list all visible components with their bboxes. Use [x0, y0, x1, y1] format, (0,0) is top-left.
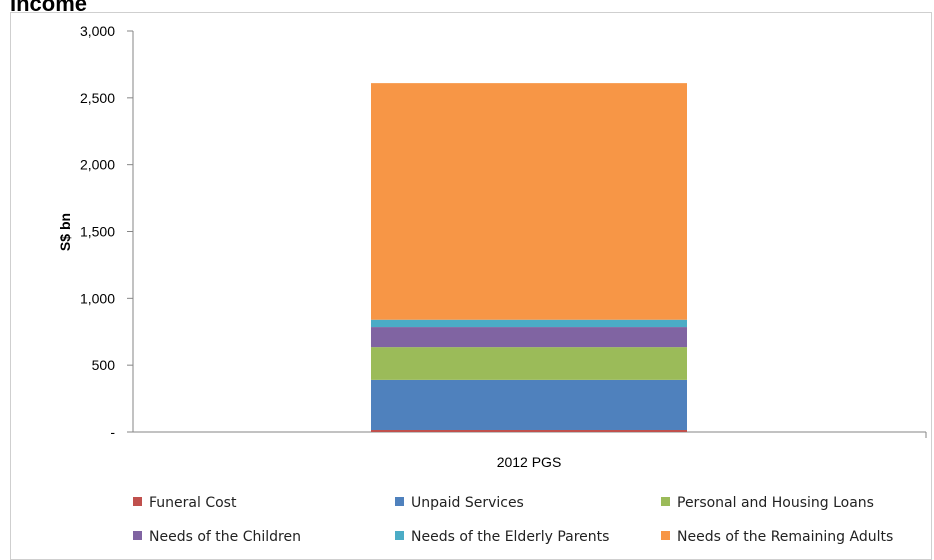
legend-label: Personal and Housing Loans [677, 495, 874, 511]
legend-swatch [395, 497, 404, 506]
y-tick-label: 500 [92, 357, 116, 373]
bar-segment [371, 319, 687, 328]
legend-label: Unpaid Services [411, 495, 524, 511]
y-axis-title: S$ bn [57, 213, 73, 251]
legend-swatch [133, 531, 142, 540]
y-tick-label: 2,000 [80, 157, 115, 173]
y-tick-label: - [110, 424, 115, 440]
bar-segment [371, 327, 687, 348]
x-tick-label: 2012 PGS [497, 454, 562, 470]
bar-segment [371, 347, 687, 380]
y-tick-label: 3,000 [80, 23, 115, 39]
legend-swatch [395, 531, 404, 540]
legend-label: Needs of the Remaining Adults [677, 529, 893, 545]
bar-segment [371, 379, 687, 430]
y-tick-label: 1,000 [80, 290, 115, 306]
legend-swatch [661, 497, 670, 506]
bar-stack [371, 83, 687, 432]
legend-label: Needs of the Children [149, 529, 301, 545]
y-tick-label: 2,500 [80, 90, 115, 106]
legend: Funeral Cost Unpaid Services Personal and … [133, 495, 893, 545]
legend-swatch [661, 531, 670, 540]
legend-swatch [133, 497, 142, 506]
bar-segment [371, 83, 687, 320]
legend-label: Funeral Cost [149, 495, 237, 511]
legend-label: Needs of the Elderly Parents [411, 529, 609, 545]
bar-segment [371, 429, 687, 432]
y-tick-label: 1,500 [80, 224, 115, 240]
